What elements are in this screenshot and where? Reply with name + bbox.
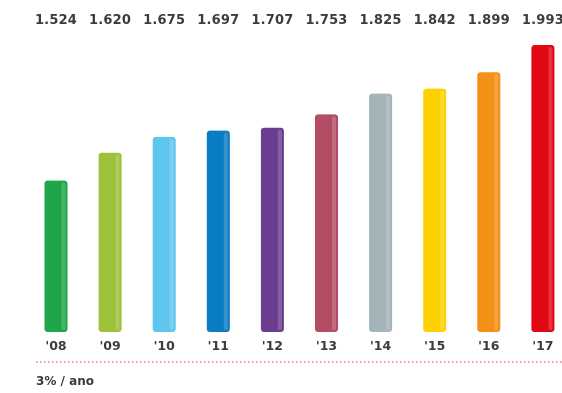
bar-8 [477,72,501,332]
bar-highlight-7 [440,90,445,330]
bar-highlight-0 [61,182,66,330]
value-labels: 1.524 1.620 1.675 1.697 1.707 1.753 1.825 1.842… [35,13,562,28]
bar-highlight-2 [169,138,174,330]
x-tick-8: '16 [478,338,500,353]
bar-0 [44,180,68,332]
bar-4 [260,127,284,332]
bar-2 [152,136,176,332]
x-tick-1: '09 [99,338,120,353]
bar-highlight-4 [277,129,282,330]
bar-highlight-8 [494,74,499,330]
x-tick-5: '13 [316,338,337,353]
bar-9 [531,45,555,332]
x-tick-3: '11 [208,338,229,353]
x-tick-6: '14 [370,338,392,353]
value-label-7: 1.842 [414,13,456,28]
x-tick-4: '12 [262,338,283,353]
bar-highlight-6 [386,95,391,330]
value-label-0: 1.524 [35,13,77,28]
value-label-5: 1.753 [305,13,347,28]
bar-3 [206,130,230,332]
bar-highlight-5 [332,116,336,331]
growth-note: 3% / ano [36,374,94,388]
x-tick-7: '15 [424,338,445,353]
value-label-1: 1.620 [89,13,131,28]
bar-6 [369,93,393,332]
x-tick-2: '10 [154,338,176,353]
x-tick-0: '08 [45,338,66,353]
value-label-8: 1.899 [468,13,510,28]
value-label-4: 1.707 [251,13,293,28]
value-label-3: 1.697 [197,13,239,28]
bar-highlight-3 [223,132,228,330]
bar-highlight-9 [548,47,553,330]
bar-highlight-1 [115,154,120,330]
bars [44,45,555,333]
x-tick-9: '17 [532,338,553,353]
value-label-6: 1.825 [360,13,402,28]
value-label-9: 1.993 [522,13,562,28]
bar-7 [423,88,447,332]
bar-1 [98,152,122,332]
x-tick-labels: '08 '09 '10 '11 '12 '13 '14 '15 '16 '17 [45,338,553,353]
bar-5 [315,114,338,333]
value-label-2: 1.675 [143,13,185,28]
